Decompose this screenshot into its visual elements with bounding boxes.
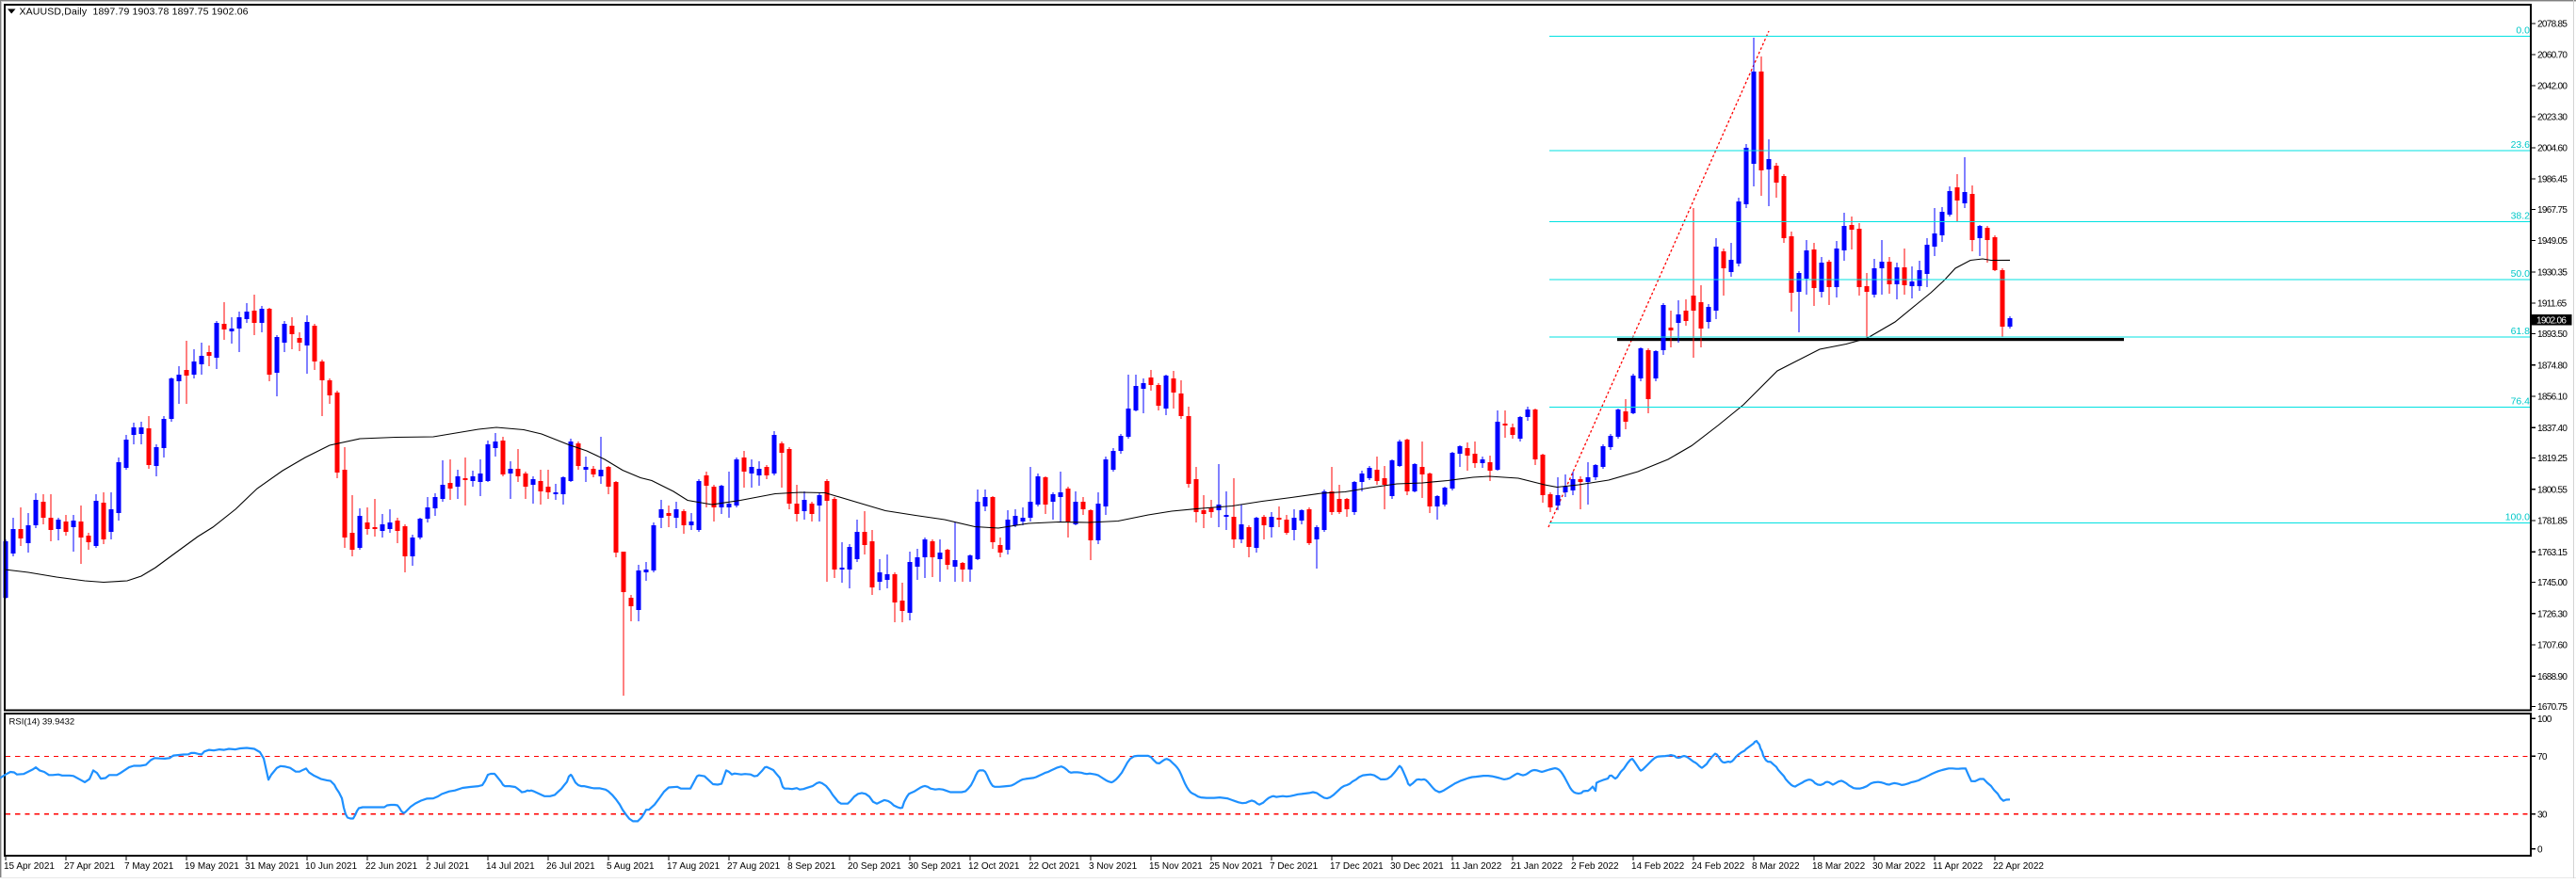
svg-text:27 Apr 2021: 27 Apr 2021 [64,861,115,872]
svg-text:2042.00: 2042.00 [2537,82,2568,92]
svg-text:1819.25: 1819.25 [2537,454,2568,464]
svg-text:31 May 2021: 31 May 2021 [245,861,300,872]
svg-text:30: 30 [2537,810,2548,820]
svg-text:5 Aug 2021: 5 Aug 2021 [607,861,655,872]
svg-text:30 Mar 2022: 30 Mar 2022 [1872,861,1926,872]
svg-text:10 Jun 2021: 10 Jun 2021 [305,861,357,872]
svg-text:30 Dec 2021: 30 Dec 2021 [1390,861,1444,872]
svg-text:21 Jan 2022: 21 Jan 2022 [1511,861,1563,872]
svg-text:2060.70: 2060.70 [2537,51,2568,61]
svg-text:XAUUSD,Daily 1897.79 1903.78: XAUUSD,Daily 1897.79 1903.78 1897.75 190… [20,7,249,18]
svg-text:15 Nov 2021: 15 Nov 2021 [1149,861,1203,872]
svg-text:76.4: 76.4 [2511,396,2531,408]
svg-text:1893.50: 1893.50 [2537,329,2568,340]
svg-text:1911.65: 1911.65 [2537,299,2568,310]
svg-text:14 Jul 2021: 14 Jul 2021 [486,861,535,872]
svg-text:61.8: 61.8 [2511,326,2531,337]
svg-text:17 Aug 2021: 17 Aug 2021 [667,861,721,872]
svg-text:20 Sep 2021: 20 Sep 2021 [848,861,901,872]
svg-text:17 Dec 2021: 17 Dec 2021 [1330,861,1384,872]
svg-text:19 May 2021: 19 May 2021 [185,861,239,872]
svg-text:1930.35: 1930.35 [2537,268,2568,279]
svg-text:1986.45: 1986.45 [2537,175,2568,185]
svg-text:1688.90: 1688.90 [2537,672,2568,682]
svg-text:1800.55: 1800.55 [2537,485,2568,495]
svg-text:11 Jan 2022: 11 Jan 2022 [1450,861,1502,872]
svg-text:1726.30: 1726.30 [2537,609,2568,619]
svg-text:2004.60: 2004.60 [2537,144,2568,154]
svg-text:2 Jul 2021: 2 Jul 2021 [426,861,470,872]
svg-text:1837.40: 1837.40 [2537,424,2568,434]
svg-text:1763.15: 1763.15 [2537,548,2568,558]
svg-text:14 Feb 2022: 14 Feb 2022 [1631,861,1685,872]
svg-text:0.0: 0.0 [2516,25,2530,37]
svg-text:1874.80: 1874.80 [2537,361,2568,371]
svg-text:25 Nov 2021: 25 Nov 2021 [1209,861,1263,872]
svg-text:23.6: 23.6 [2511,139,2531,151]
svg-text:8 Mar 2022: 8 Mar 2022 [1752,861,1800,872]
svg-text:1781.85: 1781.85 [2537,517,2568,527]
svg-text:8 Sep 2021: 8 Sep 2021 [787,861,836,872]
svg-text:50.0: 50.0 [2511,268,2531,280]
svg-text:1707.60: 1707.60 [2537,641,2568,651]
svg-text:3 Nov 2021: 3 Nov 2021 [1089,861,1138,872]
svg-text:18 Mar 2022: 18 Mar 2022 [1812,861,1866,872]
svg-text:26 Jul 2021: 26 Jul 2021 [546,861,595,872]
svg-text:100.0: 100.0 [2505,512,2530,523]
svg-text:RSI(14) 39.9432: RSI(14) 39.9432 [9,717,75,728]
svg-text:2 Feb 2022: 2 Feb 2022 [1571,861,1619,872]
svg-text:1949.05: 1949.05 [2537,236,2568,247]
svg-text:24 Feb 2022: 24 Feb 2022 [1692,861,1745,872]
svg-text:7 May 2021: 7 May 2021 [124,861,174,872]
svg-text:7 Dec 2021: 7 Dec 2021 [1270,861,1319,872]
svg-text:12 Oct 2021: 12 Oct 2021 [968,861,1020,872]
svg-text:15 Apr 2021: 15 Apr 2021 [4,861,55,872]
svg-text:22 Apr 2022: 22 Apr 2022 [1993,861,2044,872]
svg-text:27 Aug 2021: 27 Aug 2021 [727,861,781,872]
svg-text:22 Jun 2021: 22 Jun 2021 [365,861,417,872]
svg-text:1967.75: 1967.75 [2537,205,2568,216]
svg-text:1745.00: 1745.00 [2537,578,2568,588]
svg-text:2023.30: 2023.30 [2537,113,2568,123]
svg-text:0: 0 [2537,845,2543,856]
svg-text:1902.06: 1902.06 [2536,316,2567,327]
svg-text:11 Apr 2022: 11 Apr 2022 [1933,861,1984,872]
svg-text:70: 70 [2537,752,2548,763]
svg-text:38.2: 38.2 [2511,211,2531,222]
svg-text:2078.85: 2078.85 [2537,20,2568,30]
svg-text:22 Oct 2021: 22 Oct 2021 [1029,861,1080,872]
svg-text:100: 100 [2537,714,2552,725]
svg-text:1670.75: 1670.75 [2537,702,2568,713]
svg-text:30 Sep 2021: 30 Sep 2021 [908,861,962,872]
svg-text:1856.10: 1856.10 [2537,393,2568,403]
